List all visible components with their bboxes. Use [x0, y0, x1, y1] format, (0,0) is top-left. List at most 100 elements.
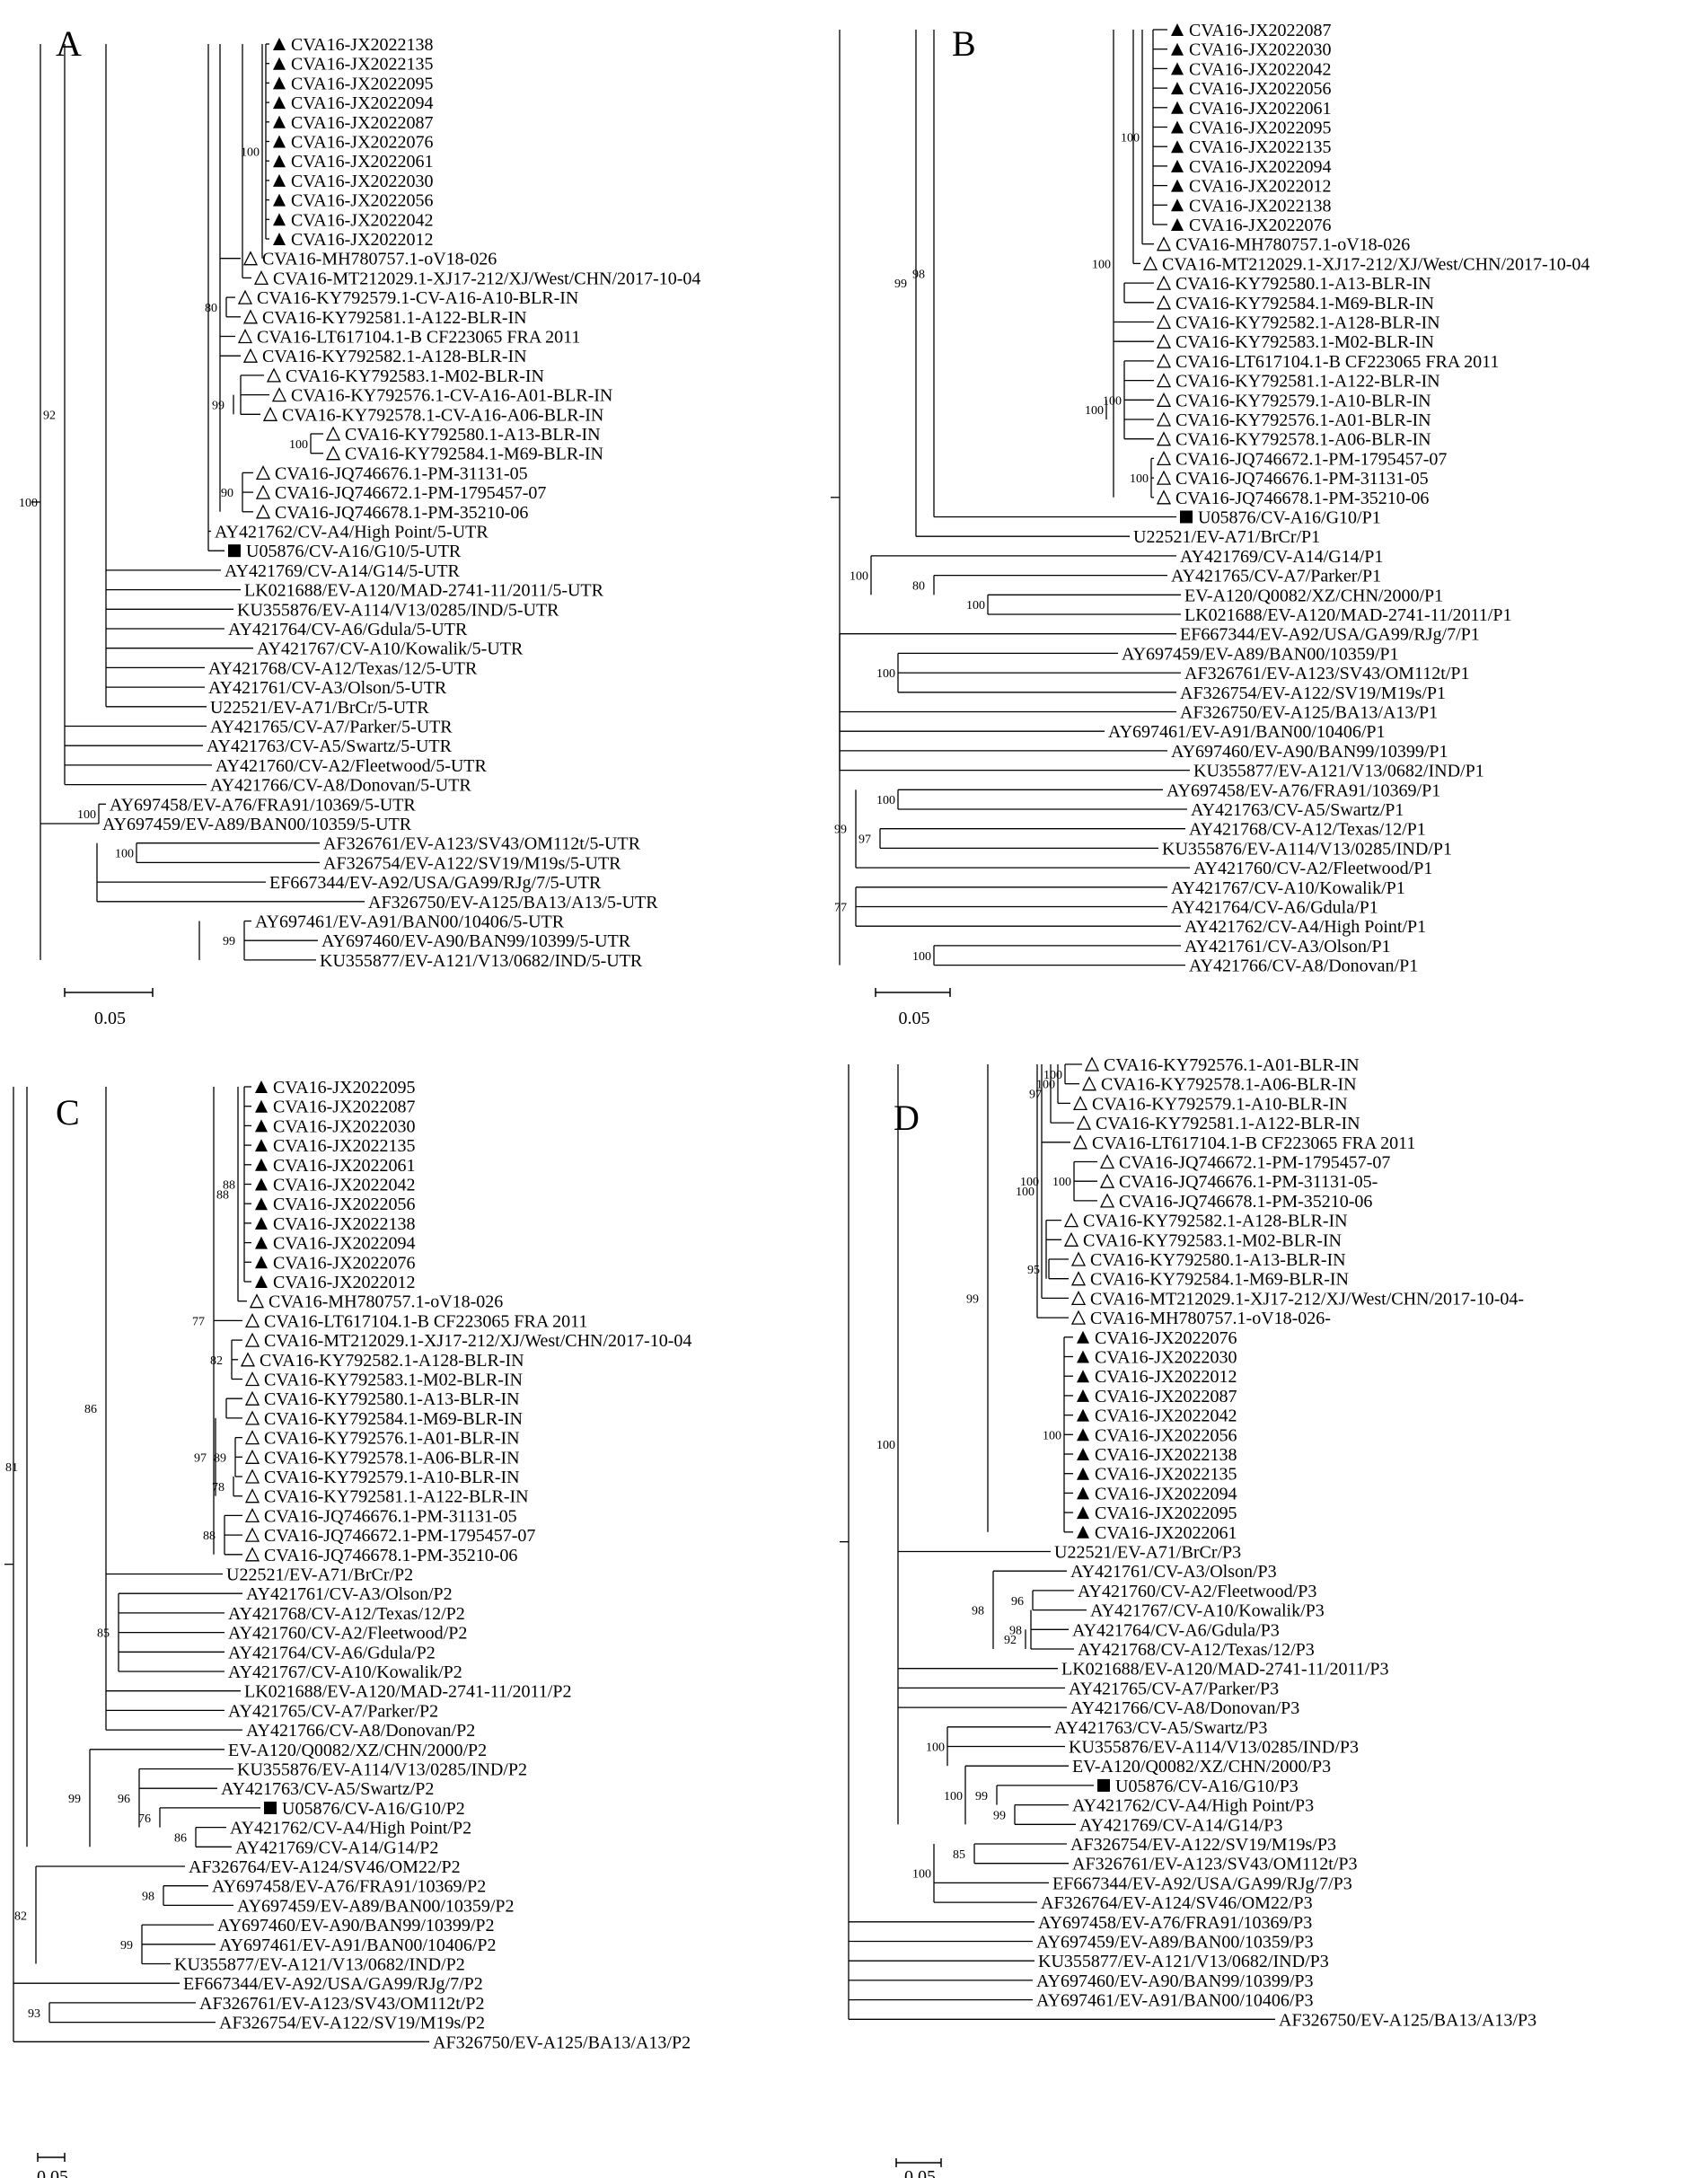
filled-triangle-icon	[1077, 1330, 1089, 1344]
taxon-label: AF326750/EV-A125/BA13/A13/5-UTR	[368, 893, 658, 913]
taxon-label: AY421760/CV-A2/Fleetwood/P3	[1078, 1582, 1316, 1601]
taxon-label: CVA16-MH780757.1-oV18-026-	[1090, 1309, 1331, 1328]
taxon-label: CVA16-LT617104.1-B CF223065 FRA 2011	[257, 328, 580, 348]
taxon-label: CVA16-LT617104.1-B CF223065 FRA 2011	[1175, 352, 1499, 372]
taxon-label: AY421767/CV-A10/Kowalik/P3	[1090, 1601, 1325, 1621]
taxon-label: KU355877/EV-A121/V13/0682/IND/5-UTR	[320, 951, 643, 971]
taxon-label: AY421764/CV-A6/Gdula/5-UTR	[228, 620, 468, 639]
taxon-label: CVA16-KY792581.1-A122-BLR-IN	[262, 308, 527, 328]
open-triangle-icon	[1156, 295, 1172, 310]
bootstrap-value: 88	[203, 1530, 216, 1543]
taxon-label: CVA16-KY792580.1-A13-BLR-IN	[345, 425, 601, 445]
taxon-label: AY697460/EV-A90/BAN99/10399/P1	[1171, 742, 1448, 762]
filled-square-icon	[1180, 510, 1193, 524]
taxon-label: EV-A120/Q0082/XZ/CHN/2000/P2	[228, 1741, 487, 1760]
taxon-label: CVA16-KY792578.1-A06-BLR-IN	[264, 1448, 520, 1468]
taxon-label: CVA16-KY792578.1-A06-BLR-IN	[1101, 1075, 1357, 1095]
bootstrap-value: 82	[14, 1909, 27, 1923]
open-triangle-icon	[240, 1352, 256, 1367]
taxon-label: KU355876/EV-A114/V13/0285/IND/P1	[1162, 839, 1452, 859]
filled-triangle-icon	[255, 1139, 268, 1152]
taxon-label: CVA16-JX2022094	[1095, 1484, 1237, 1503]
taxon-label: CVA16-JX2022076	[273, 1253, 416, 1273]
taxon-label: U05876/CV-A16/G10/P3	[1115, 1777, 1299, 1796]
open-triangle-icon	[1156, 353, 1172, 368]
filled-triangle-icon	[1077, 1448, 1089, 1460]
open-triangle-icon	[1142, 255, 1158, 271]
bootstrap-value: 99	[68, 1793, 81, 1806]
open-triangle-icon	[1072, 1134, 1088, 1150]
open-triangle-icon	[325, 426, 341, 441]
filled-triangle-icon	[1171, 62, 1184, 75]
taxon-label: CVA16-JX2022030	[1095, 1348, 1237, 1368]
taxon-label: CVA16-JQ746672.1-PM-1795457-07	[275, 483, 546, 503]
open-triangle-icon	[1070, 1290, 1087, 1306]
taxon-label: AF326754/EV-A122/SV19/M19s/P1	[1180, 683, 1446, 703]
bootstrap-value: 98	[142, 1891, 154, 1904]
taxon-label: CVA16-JX2022087	[1095, 1387, 1237, 1406]
taxon-label: AY421768/CV-A12/Texas/12/P2	[228, 1604, 465, 1624]
filled-triangle-icon	[1171, 140, 1184, 154]
taxon-label: AY421760/CV-A2/Fleetwood/5-UTR	[216, 756, 488, 776]
taxon-label: CVA16-JX2022061	[273, 1156, 416, 1176]
filled-triangle-icon	[1171, 82, 1184, 95]
filled-triangle-icon	[1077, 1408, 1089, 1422]
open-triangle-icon	[1156, 411, 1172, 427]
bootstrap-value: 93	[28, 2007, 40, 2021]
open-triangle-icon	[1072, 1095, 1088, 1111]
taxon-label: CVA16-JX2022087	[273, 1098, 416, 1117]
filled-triangle-icon	[1171, 23, 1184, 36]
taxon-label: CVA16-JX2022012	[291, 230, 434, 250]
taxon-label: CVA16-JX2022061	[291, 152, 434, 172]
open-triangle-icon	[255, 504, 271, 519]
taxon-label: AF326761/EV-A123/SV43/OM112t/5-UTR	[323, 834, 641, 854]
filled-triangle-icon	[255, 1177, 268, 1191]
bootstrap-value: 99	[120, 1939, 133, 1953]
open-triangle-icon	[1156, 450, 1172, 466]
filled-square-icon	[1097, 1778, 1110, 1792]
filled-triangle-icon	[255, 1158, 268, 1171]
bootstrap-value: 100	[944, 1790, 963, 1803]
bootstrap-value: 100	[1103, 394, 1122, 408]
taxon-label: CVA16-JX2022135	[1095, 1465, 1237, 1485]
bootstrap-value: 100	[289, 438, 308, 452]
bootstrap-value: 85	[97, 1627, 110, 1641]
bootstrap-value: 96	[1011, 1595, 1024, 1609]
tree-panel-b: B100100100100100989910080100100100979977…	[831, 21, 1589, 1028]
taxon-label: AY421767/CV-A10/Kowalik/5-UTR	[257, 639, 524, 659]
filled-triangle-icon	[1171, 218, 1184, 231]
taxon-label: CVA16-JX2022030	[273, 1116, 416, 1136]
taxon-label: LK021688/EV-A120/MAD-2741-11/2011/5-UTR	[244, 581, 604, 601]
taxon-label: AY421760/CV-A2/Fleetwood/P1	[1193, 859, 1432, 878]
taxon-label: CVA16-KY792576.1-A01-BLR-IN	[1175, 410, 1431, 430]
bootstrap-value: 100	[1130, 472, 1149, 486]
bootstrap-value: 100	[850, 570, 868, 584]
open-triangle-icon	[1156, 489, 1172, 505]
open-triangle-icon	[1156, 236, 1172, 251]
filled-triangle-icon	[1077, 1370, 1089, 1383]
taxon-label: CVA16-KY792576.1-A01-BLR-IN	[1104, 1055, 1360, 1075]
taxon-label: EV-A120/Q0082/XZ/CHN/2000/P3	[1072, 1757, 1331, 1777]
taxon-label: AY421769/CV-A14/G14/P1	[1180, 547, 1383, 567]
open-triangle-icon	[244, 1547, 260, 1562]
taxon-label: CVA16-KY792578.1-CV-A16-A06-BLR-IN	[282, 405, 603, 425]
taxon-label: AY421764/CV-A6/Gdula/P2	[228, 1643, 436, 1662]
open-triangle-icon	[1156, 392, 1172, 407]
taxon-label: CVA16-KY792582.1-A128-BLR-IN	[262, 347, 527, 366]
taxon-label: KU355876/EV-A114/V13/0285/IND/P2	[237, 1760, 527, 1780]
panel-label: C	[56, 1092, 80, 1133]
taxon-label: CVA16-KY792576.1-A01-BLR-IN	[264, 1429, 520, 1449]
taxon-label: EV-A120/Q0082/XZ/CHN/2000/P1	[1184, 586, 1443, 605]
taxon-label: CVA16-JX2022095	[291, 74, 434, 93]
taxon-label: AY421762/CV-A4/High Point/5-UTR	[215, 523, 489, 542]
taxon-label: CVA16-KY792580.1-A13-BLR-IN	[264, 1389, 520, 1409]
taxon-label: AY697459/EV-A89/BAN00/10359/5-UTR	[102, 815, 412, 834]
taxon-label: CVA16-KY792582.1-A128-BLR-IN	[1083, 1212, 1348, 1231]
taxon-label: KU355876/EV-A114/V13/0285/IND/5-UTR	[237, 600, 559, 620]
taxon-label: AF326764/EV-A124/SV46/OM22/P3	[1041, 1893, 1313, 1913]
bootstrap-value: 100	[1020, 1176, 1039, 1189]
taxon-label: AY697461/EV-A91/BAN00/10406/P2	[219, 1936, 497, 1955]
filled-triangle-icon	[273, 76, 286, 90]
filled-triangle-icon	[273, 38, 286, 50]
